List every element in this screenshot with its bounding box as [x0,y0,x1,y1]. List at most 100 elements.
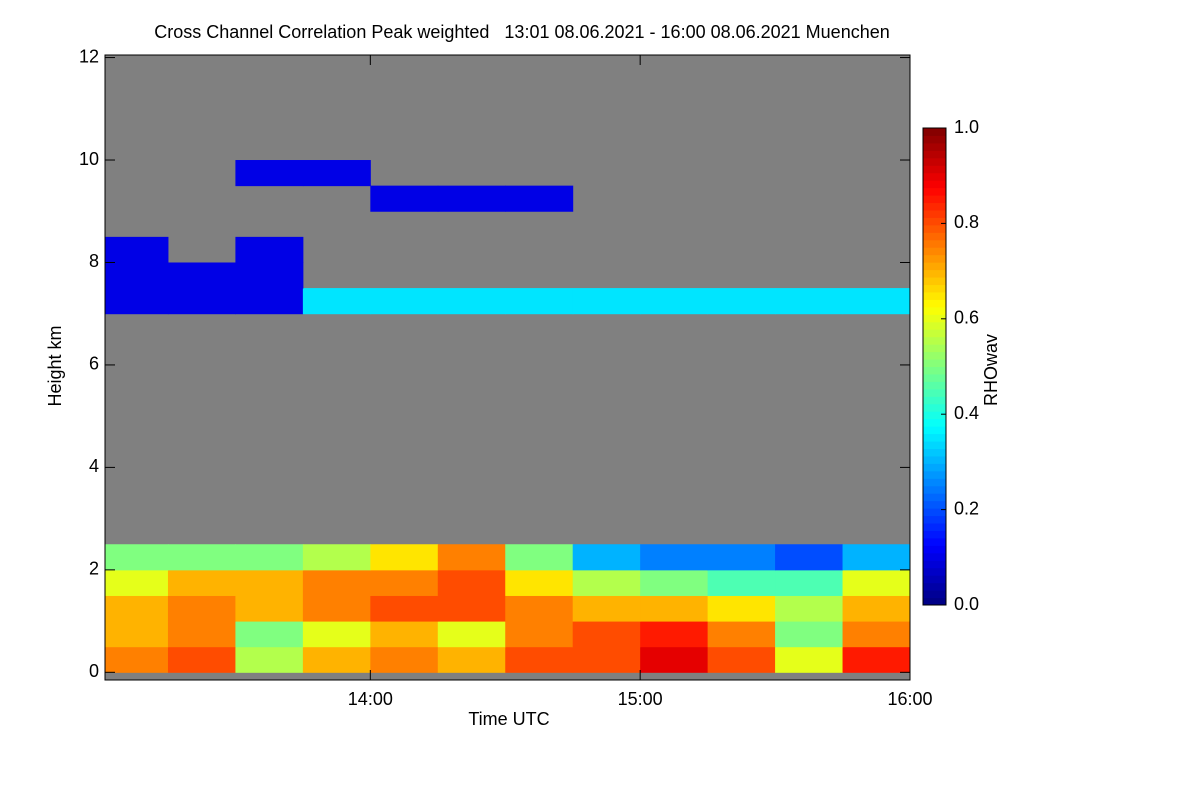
colorbar-label: RHOwav [981,334,1001,406]
heatmap-cell [775,646,844,673]
y-tick-label: 12 [79,46,99,66]
heatmap-cell [370,185,439,212]
colorbar-swatch [923,582,946,591]
colorbar-swatch [923,128,946,136]
heatmap-cell [505,646,574,673]
heatmap-cell [640,569,709,596]
heatmap-cell [775,569,844,596]
heatmap-cell [505,288,574,315]
colorbar-swatch [923,575,946,584]
colorbar-swatch [923,247,946,256]
colorbar-swatch [923,560,946,569]
colorbar-swatch [923,165,946,174]
colorbar-swatch [923,239,946,248]
colorbar-swatch [923,262,946,271]
heatmap-cell [505,544,574,571]
heatmap-cell [105,544,169,571]
colorbar-swatch [923,187,946,196]
heatmap-cell [167,262,236,289]
heatmap-cell [572,646,641,673]
colorbar-swatch [923,388,946,397]
heatmap-cell [235,544,304,571]
heatmap-cell [167,621,236,648]
heatmap-cell [370,288,439,315]
colorbar-tick-label: 0.2 [954,498,979,518]
colorbar-swatch [923,530,946,539]
heatmap-cell [302,569,371,596]
heatmap-cell [707,569,776,596]
colorbar-swatch [923,254,946,263]
heatmap-cell [105,236,169,263]
colorbar-tick-label: 0.6 [954,308,979,328]
y-axis-label: Height km [45,325,65,406]
heatmap-cell [640,544,709,571]
plot-frame [104,54,911,681]
heatmap-cell [302,595,371,622]
colorbar-swatch [923,418,946,427]
heatmap-cell [302,544,371,571]
colorbar-swatch [923,142,946,151]
heatmap-cell [707,621,776,648]
colorbar-swatch [923,590,946,599]
heatmap-cell [640,646,709,673]
heatmap-cell [235,646,304,673]
heatmap-cell [842,595,911,622]
heatmap-cell [505,595,574,622]
colorbar-swatch [923,277,946,286]
heatmap-cell [167,595,236,622]
colorbar-swatch [923,314,946,323]
colorbar-swatch [923,485,946,494]
heatmap-cell [167,544,236,571]
heatmap-cell [572,595,641,622]
heatmap-cell [105,288,169,315]
colorbar-swatch [923,463,946,472]
colorbar-swatch [923,344,946,353]
heatmap-cell [105,595,169,622]
colorbar-swatch [923,426,946,435]
colorbar-swatch [923,373,946,382]
heatmap-cell [505,621,574,648]
colorbar-swatch [923,180,946,189]
colorbar-swatch [923,470,946,479]
colorbar-swatch [923,217,946,226]
heatmap-cell [437,621,506,648]
y-tick-label: 0 [89,661,99,681]
colorbar-swatch [923,232,946,241]
colorbar-swatch [923,545,946,554]
colorbar-swatch [923,448,946,457]
heatmap-cell [437,595,506,622]
colorbar-swatch [923,523,946,531]
heatmap-cell [505,569,574,596]
heatmap-cell [235,595,304,622]
heatmap-cell [842,544,911,571]
colorbar-swatch [923,150,946,159]
colorbar-swatch [923,284,946,293]
heatmap-cell [167,646,236,673]
heatmap-cell [370,569,439,596]
heatmap-cell [302,621,371,648]
colorbar-tick-label: 1.0 [954,117,979,137]
x-tick-label: 16:00 [887,689,932,709]
y-tick-label: 10 [79,149,99,169]
colorbar-swatch [923,508,946,517]
heatmap-cell [707,288,776,315]
heatmap-cell [105,646,169,673]
colorbar-swatch [923,321,946,330]
heatmap-cell [640,621,709,648]
heatmap-cell [437,569,506,596]
colorbar-swatch [923,381,946,390]
heatmap-cell [302,288,371,315]
heatmap-cell [842,288,911,315]
colorbar-swatch [923,597,946,606]
colorbar-swatch [923,500,946,509]
colorbar-swatch [923,306,946,315]
y-tick-label: 4 [89,456,99,476]
heatmap-cell [842,621,911,648]
heatmap-cell [235,621,304,648]
heatmap-cell [707,595,776,622]
x-axis-label: Time UTC [468,709,549,729]
heatmap-cell [572,544,641,571]
colorbar-swatch [923,441,946,449]
heatmap-cell [235,160,304,187]
